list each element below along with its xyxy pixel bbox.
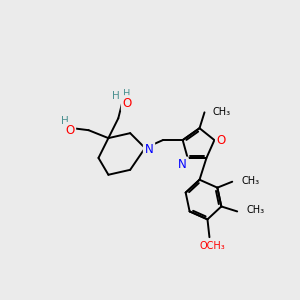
Text: OCH₃: OCH₃: [200, 241, 225, 251]
Text: CH₃: CH₃: [241, 176, 259, 186]
Text: N: N: [178, 158, 187, 171]
Text: H: H: [112, 91, 120, 100]
Text: O: O: [123, 98, 131, 107]
Text: O: O: [65, 124, 74, 137]
Text: O: O: [123, 97, 132, 110]
Text: H: H: [122, 88, 130, 98]
Text: N: N: [145, 142, 153, 155]
Text: O: O: [217, 134, 226, 147]
Text: CH₃: CH₃: [246, 206, 264, 215]
Text: CH₃: CH₃: [212, 107, 230, 117]
Text: H: H: [61, 116, 69, 126]
